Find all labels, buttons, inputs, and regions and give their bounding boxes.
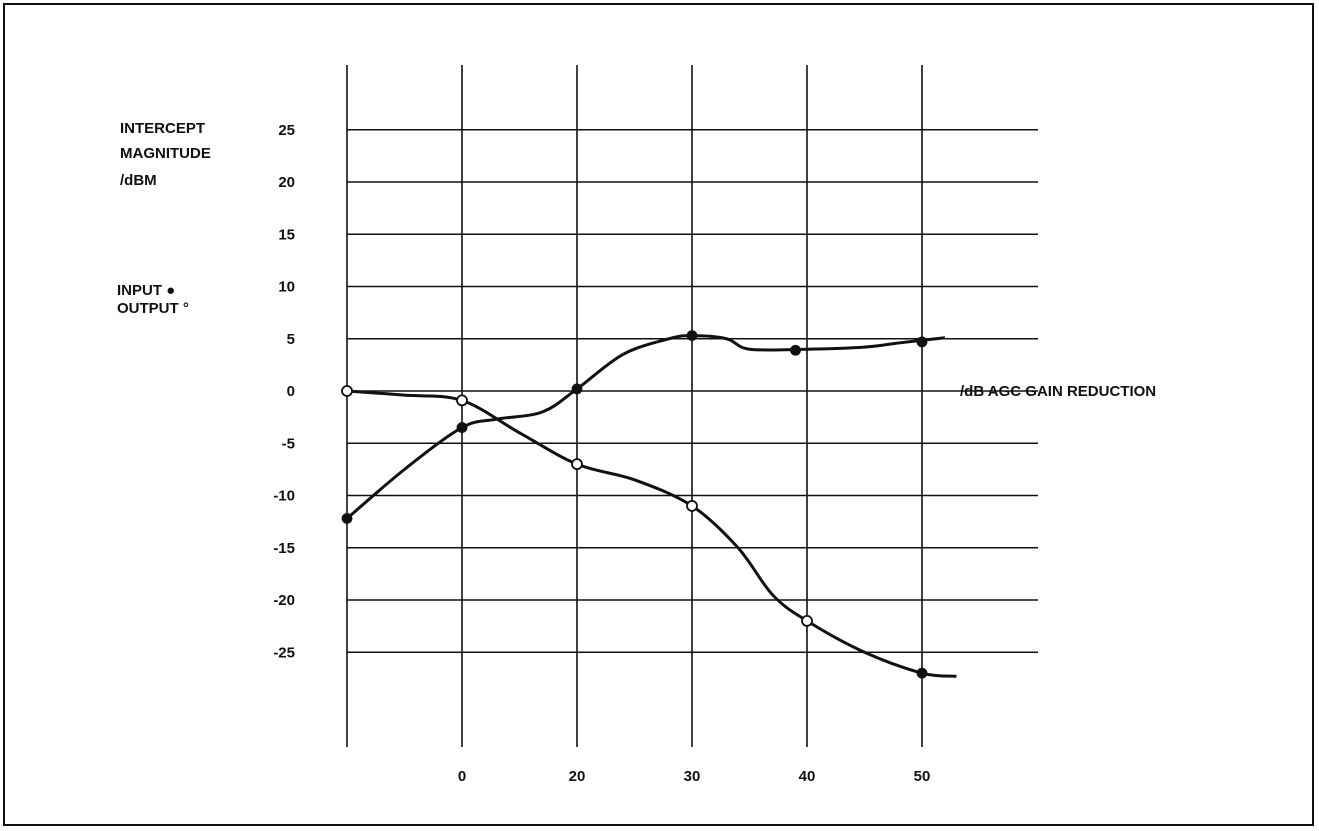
y-tick-label: 10 bbox=[278, 279, 295, 296]
y-tick-label: 15 bbox=[278, 226, 295, 243]
y-tick-label: -25 bbox=[273, 644, 295, 661]
chart-frame: 25 20 15 10 5 0 -5 -10 -15 -20 -25 0 20 30 40 50 INTER… bbox=[3, 3, 1314, 826]
y-tick-label: -15 bbox=[273, 540, 295, 557]
y-axis-label-line-1: INTERCEPT bbox=[120, 120, 205, 137]
input-point bbox=[571, 383, 583, 395]
y-tick-label: -10 bbox=[273, 488, 295, 505]
y-tick-label: 0 bbox=[287, 383, 295, 400]
input-point bbox=[916, 336, 928, 348]
legend-output: OUTPUT ° bbox=[117, 300, 189, 317]
y-tick-label: -20 bbox=[273, 592, 295, 609]
y-tick-label: 20 bbox=[278, 174, 295, 191]
x-tick-label: 50 bbox=[914, 768, 931, 785]
output-point bbox=[801, 615, 813, 627]
y-tick-label: 25 bbox=[278, 122, 295, 139]
x-tick-label: 40 bbox=[799, 768, 816, 785]
output-point bbox=[916, 667, 928, 679]
x-tick-label: 20 bbox=[569, 768, 586, 785]
y-axis-label-line-3: /dBM bbox=[120, 172, 157, 189]
input-point bbox=[686, 330, 698, 342]
output-point bbox=[456, 394, 468, 407]
y-tick-label: -5 bbox=[282, 435, 295, 452]
legend-input-marker: ● bbox=[166, 282, 175, 299]
input-point bbox=[790, 344, 801, 356]
output-curve bbox=[346, 389, 957, 678]
data-points bbox=[341, 330, 928, 679]
legend-input-label: INPUT bbox=[117, 282, 162, 299]
legend-output-marker: ° bbox=[183, 300, 189, 317]
input-curve bbox=[346, 334, 946, 520]
output-point bbox=[686, 500, 698, 512]
x-tick-labels: 0 20 30 40 50 bbox=[458, 768, 931, 785]
x-tick-label: 30 bbox=[684, 768, 701, 785]
series-curves bbox=[346, 334, 957, 678]
x-tick-label: 0 bbox=[458, 768, 466, 785]
y-axis-label-line-2: MAGNITUDE bbox=[120, 145, 211, 162]
y-tick-label: 5 bbox=[287, 331, 295, 348]
vertical-grid bbox=[346, 65, 923, 747]
input-point bbox=[456, 422, 468, 433]
input-point bbox=[341, 513, 353, 524]
legend: INPUT ● OUTPUT ° bbox=[117, 282, 189, 317]
legend-output-label: OUTPUT bbox=[117, 300, 179, 317]
y-tick-labels: 25 20 15 10 5 0 -5 -10 -15 -20 -25 bbox=[273, 122, 295, 662]
output-point bbox=[341, 385, 353, 397]
x-axis-label: /dB AGC GAIN REDUCTION bbox=[960, 383, 1156, 400]
legend-input: INPUT ● bbox=[117, 282, 175, 299]
output-point bbox=[571, 458, 583, 471]
